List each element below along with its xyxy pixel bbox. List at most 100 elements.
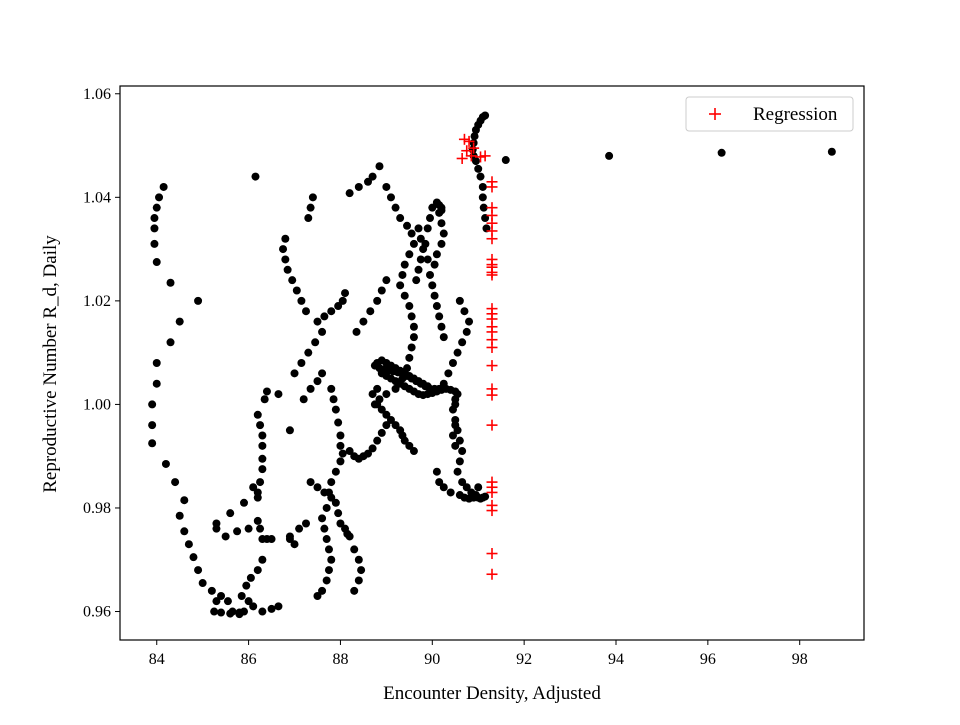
data-point [274,390,283,399]
data-point [396,281,405,290]
data-point [223,597,232,606]
data-point [258,431,267,440]
data-point [479,203,488,212]
data-point [166,338,175,347]
data-point [262,535,271,544]
data-point [320,312,329,321]
data-point [405,250,414,259]
data-point [345,532,354,541]
data-point [256,421,265,430]
data-point [327,307,336,316]
data-point [283,265,292,274]
data-point [426,270,434,279]
data-point [152,203,161,212]
data-point [382,410,391,419]
data-point [432,467,441,476]
data-point [240,607,248,616]
regression-point [486,419,498,431]
data-point [226,509,235,518]
y-tick-label: 0.96 [83,604,111,621]
data-point [405,302,414,311]
data-point [350,586,359,595]
data-point [285,532,294,541]
data-point [377,428,386,437]
data-point [244,524,253,533]
data-point [194,296,203,305]
regression-point [486,389,498,401]
data-point [382,421,391,430]
data-point [407,343,416,352]
y-tick-label: 0.98 [83,500,111,517]
data-point [212,524,221,533]
data-point [455,457,464,466]
data-point [407,229,416,238]
x-tick-label: 84 [149,651,165,668]
data-point [150,239,159,248]
data-point [318,369,327,378]
data-point [354,576,363,585]
y-tick-label: 1.00 [83,396,111,413]
data-point [462,327,471,336]
data-point [198,579,207,588]
data-point [327,555,336,564]
x-tick-label: 90 [424,651,440,668]
x-tick-label: 88 [332,651,348,668]
x-tick-label: 94 [608,651,624,668]
data-point [405,441,414,450]
data-point [451,441,460,450]
data-point [322,576,331,585]
data-point [306,478,315,487]
data-point [331,467,340,476]
regression-point [486,181,498,193]
data-point [428,281,437,290]
data-point [354,182,363,191]
data-point [377,405,386,414]
data-point [253,410,262,419]
data-point [345,189,354,198]
data-point [465,317,474,326]
data-point [448,359,457,367]
data-point [373,400,382,409]
data-point [327,384,336,393]
regression-point [468,142,480,154]
data-point [336,457,345,466]
data-point [313,377,322,386]
x-ticks: 84 86 88 90 92 94 96 98 [149,640,808,668]
legend: Regression [685,96,854,132]
data-point [428,203,437,212]
data-point [341,289,350,298]
data-point [297,359,306,367]
data-point [175,317,184,326]
data-point [336,441,345,450]
data-point [412,276,421,285]
data-point [386,415,395,424]
data-point [435,312,444,321]
regression-point [486,548,498,560]
data-point [352,327,361,336]
data-point [444,369,453,378]
regression-point [486,341,498,353]
regression-point [461,145,473,157]
data-point [382,276,391,285]
data-point [414,224,423,233]
data-point [180,496,189,505]
data-point [320,524,329,533]
data-point [242,581,251,590]
x-axis-label: Encounter Density, Adjusted [383,683,601,704]
data-point [432,302,441,311]
data-point [373,436,382,445]
data-point [400,436,409,445]
data-point [391,203,400,212]
regression-point [486,486,498,498]
data-point [194,566,203,575]
data-point [338,296,347,305]
regression-point [465,150,477,162]
x-tick-label: 98 [792,651,808,668]
data-point [258,441,267,450]
data-point [481,492,490,501]
data-point [474,483,483,492]
data-point [391,421,400,430]
regression-point [463,135,475,147]
data-point [439,483,448,492]
